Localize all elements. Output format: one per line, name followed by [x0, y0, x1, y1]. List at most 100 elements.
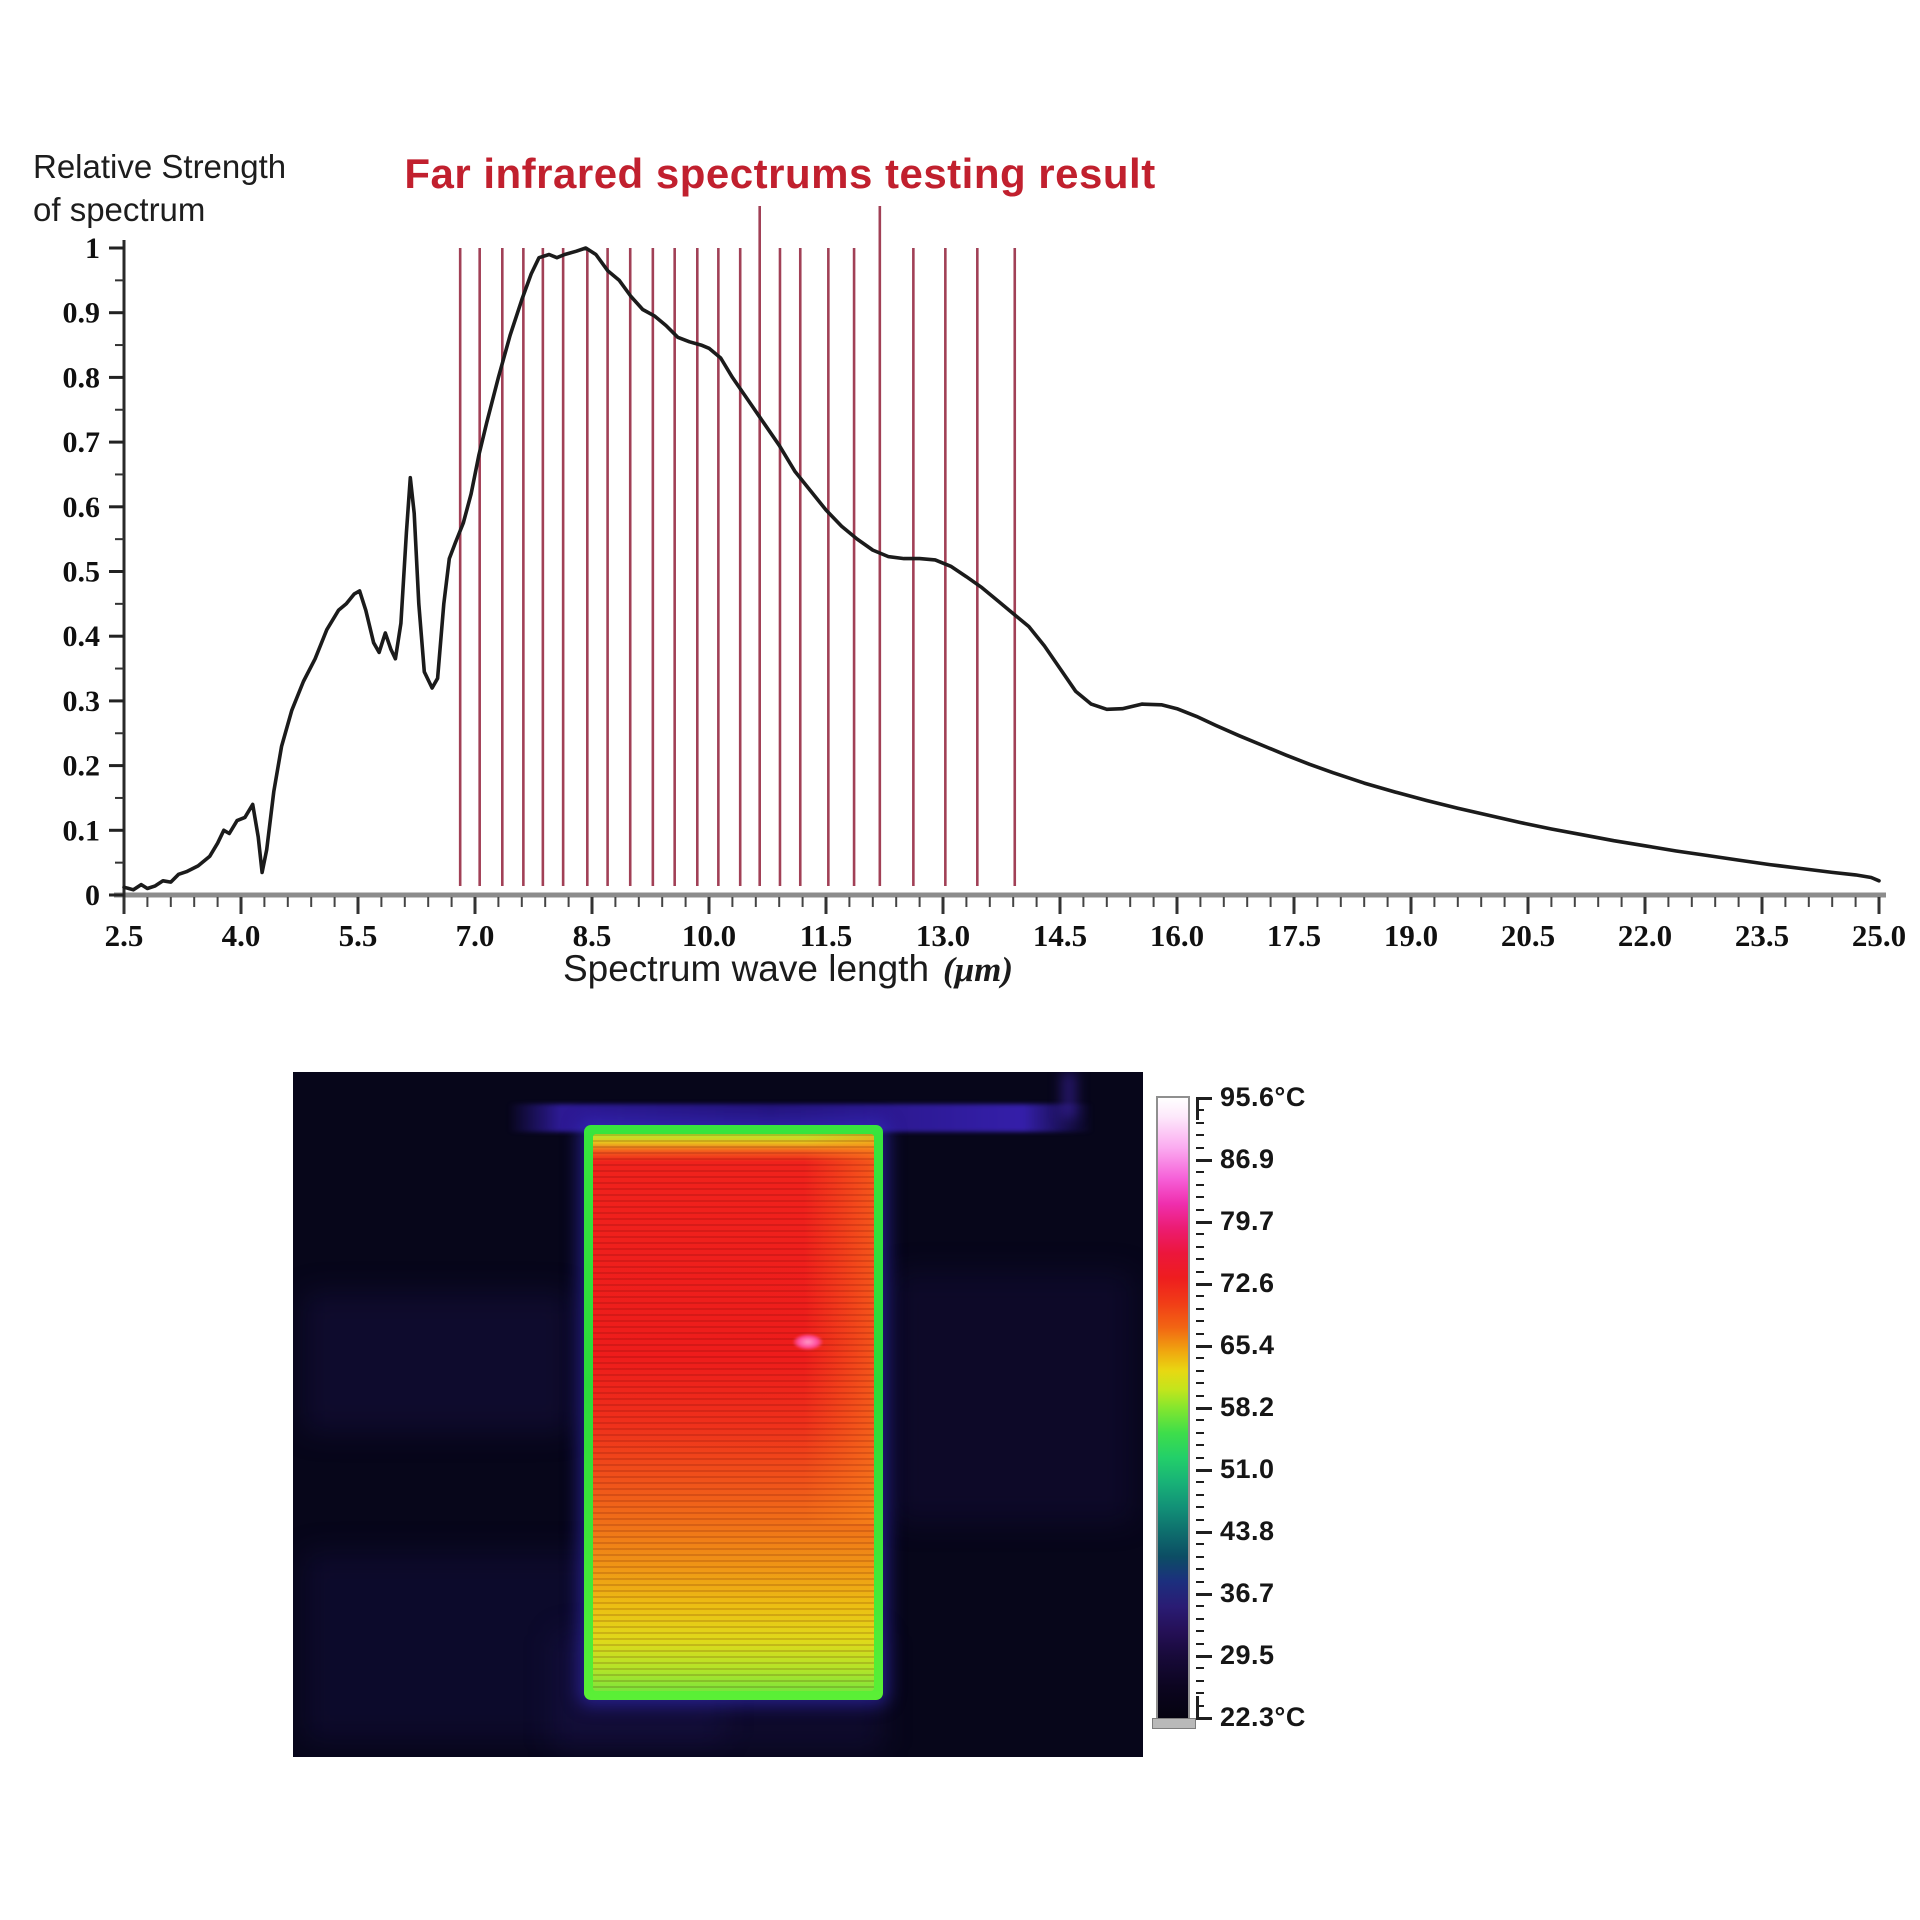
colorbar-tick-minor [1196, 1184, 1204, 1186]
x-tick-label: 8.5 [573, 918, 612, 953]
thermal-violet-streak [1061, 1072, 1077, 1118]
colorbar-tick-major [1196, 1655, 1212, 1658]
colorbar-tick-minor [1196, 1395, 1204, 1397]
x-tick-label: 23.5 [1735, 918, 1789, 953]
colorbar-tick-major [1196, 1283, 1212, 1286]
colorbar-tick-minor [1196, 1320, 1204, 1322]
colorbar-tick-minor [1196, 1333, 1204, 1335]
y-tick-label: 0.7 [63, 426, 101, 459]
x-tick-label: 5.5 [339, 918, 378, 953]
y-axis-title: Relative Strength of spectrum [33, 146, 333, 232]
colorbar-tick-minor [1196, 1271, 1204, 1273]
x-axis-unit: (μm) [943, 950, 1014, 989]
x-tick-label: 2.5 [105, 918, 144, 953]
colorbar-tick-minor [1196, 1643, 1204, 1645]
y-tick-label: 0.5 [63, 556, 101, 589]
colorbar-tick-minor [1196, 1506, 1204, 1508]
colorbar-tick-minor [1196, 1357, 1204, 1359]
x-tick-label: 17.5 [1267, 918, 1321, 953]
colorbar-tick-major [1196, 1407, 1212, 1410]
spectrum-chart: 2.5 4.0 5.5 7.0 8.5 10.0 11.5 13.0 14.5 16.0 17.5 1… [63, 206, 1906, 953]
colorbar-tick-minor [1196, 1667, 1204, 1669]
colorbar-tick-minor [1196, 1209, 1204, 1211]
colorbar-tick-minor [1196, 1618, 1204, 1620]
y-tick-label: 0 [85, 879, 100, 912]
spectrum-curve [122, 246, 1881, 892]
colorbar-tick-minor [1196, 1581, 1204, 1583]
colorbar-tick-minor [1196, 1481, 1204, 1483]
colorbar-temp-label: 72.6 [1220, 1268, 1275, 1298]
colorbar-temp-label: 58.2 [1220, 1392, 1275, 1422]
colorbar-tick-minor [1196, 1692, 1204, 1694]
x-tick-label: 11.5 [800, 918, 853, 953]
colorbar-tick-minor [1196, 1630, 1204, 1632]
colorbar-temp-label: 22.3°C [1220, 1702, 1306, 1732]
colorbar-temp-label: 43.8 [1220, 1516, 1275, 1546]
x-tick-label: 4.0 [222, 918, 261, 953]
y-tick-label: 0.4 [63, 620, 101, 653]
y-tick-label: 1 [85, 232, 100, 265]
colorbar-temp-label: 36.7 [1220, 1578, 1275, 1608]
heating-panel-surface [593, 1134, 874, 1691]
thermal-image [293, 1072, 1143, 1757]
colorbar-tick-major [1196, 1097, 1212, 1100]
heating-panel [584, 1125, 883, 1700]
x-axis-title-text: Spectrum wave length [562, 948, 930, 989]
colorbar-tick-major [1196, 1159, 1212, 1162]
y-tick-label: 0.3 [63, 685, 101, 718]
colorbar-tick-minor [1196, 1233, 1204, 1235]
colorbar-tick-minor [1196, 1122, 1204, 1124]
y-tick-label: 0.6 [63, 491, 101, 524]
colorbar-temp-label: 51.0 [1220, 1454, 1275, 1484]
thermal-bg-patch [303, 1292, 573, 1432]
colorbar-tick-minor [1196, 1568, 1204, 1570]
colorbar-tick-minor [1196, 1444, 1204, 1446]
colorbar-tick-minor [1196, 1519, 1204, 1521]
x-tick-label: 16.0 [1150, 918, 1204, 953]
colorbar-tick-minor [1196, 1432, 1204, 1434]
y-tick-label: 0.1 [63, 814, 101, 847]
panel-hot-spot [793, 1334, 823, 1350]
colorbar-temp-label: 79.7 [1220, 1206, 1275, 1236]
colorbar-tick-minor [1196, 1419, 1204, 1421]
colorbar-tick-minor [1196, 1680, 1204, 1682]
colorbar-tick-minor [1196, 1457, 1204, 1459]
y-tick-label: 0.2 [63, 750, 101, 783]
x-tick-label: 7.0 [456, 918, 495, 953]
panel-right-tint [804, 1134, 874, 1524]
chart-title: Far infrared spectrums testing result [404, 150, 1156, 197]
colorbar-tick-major [1196, 1717, 1212, 1720]
colorbar-tick-minor [1196, 1382, 1204, 1384]
colorbar-tick-minor [1196, 1605, 1204, 1607]
x-axis-title: Spectrum wave length (μm) [488, 948, 1088, 990]
x-tick-label: 19.0 [1384, 918, 1438, 953]
colorbar-temp-label: 29.5 [1220, 1640, 1275, 1670]
x-tick-label: 22.0 [1618, 918, 1672, 953]
panel-scanlines [593, 1134, 874, 1691]
colorbar-temp-label: 65.4 [1220, 1330, 1275, 1360]
thermal-bg-patch [893, 1272, 1133, 1522]
colorbar-tick-major [1196, 1469, 1212, 1472]
x-tick-label: 14.5 [1033, 918, 1087, 953]
colorbar-tick-major [1196, 1531, 1212, 1534]
colorbar-tick-minor [1196, 1556, 1204, 1558]
temperature-colorbar [1156, 1096, 1190, 1720]
colorbar-tick-minor [1196, 1308, 1204, 1310]
colorbar-tick-spine [1196, 1098, 1199, 1120]
colorbar-tick-minor [1196, 1494, 1204, 1496]
colorbar-tick-minor [1196, 1295, 1204, 1297]
y-axis-title-line2: of spectrum [33, 190, 206, 228]
colorbar-tick-minor [1196, 1543, 1204, 1545]
colorbar-tick-minor [1196, 1196, 1204, 1198]
colorbar-tick-minor [1196, 1370, 1204, 1372]
colorbar-tick-minor [1196, 1258, 1204, 1260]
y-tick-label: 0.8 [63, 361, 101, 394]
colorbar-tick-minor [1196, 1171, 1204, 1173]
y-axis-title-line1: Relative Strength [33, 148, 287, 185]
y-tick-label: 0.9 [63, 297, 101, 330]
x-tick-label: 25.0 [1852, 918, 1906, 953]
colorbar-tick-minor [1196, 1109, 1204, 1111]
colorbar-tick-major [1196, 1345, 1212, 1348]
x-tick-label: 20.5 [1501, 918, 1555, 953]
